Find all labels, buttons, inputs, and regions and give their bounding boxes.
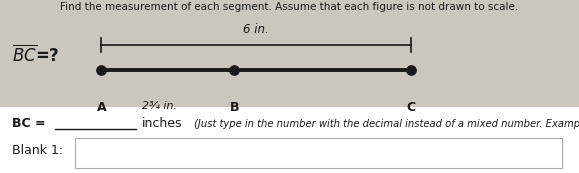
Text: A: A	[97, 101, 106, 114]
Text: 2¾ in.: 2¾ in.	[142, 101, 177, 111]
Text: Find the measurement of each segment. Assume that each figure is not drawn to sc: Find the measurement of each segment. As…	[60, 2, 519, 12]
Text: (Just type in the number with the decimal instead of a mixed number. Example: 5.: (Just type in the number with the decima…	[194, 119, 579, 129]
Point	[230, 69, 239, 71]
Text: B: B	[230, 101, 239, 114]
Text: BC =: BC =	[12, 117, 45, 130]
FancyBboxPatch shape	[0, 107, 579, 173]
Text: Blank 1:: Blank 1:	[12, 144, 63, 157]
Text: inches: inches	[142, 117, 182, 130]
Point	[97, 69, 106, 71]
Text: $\overline{BC}$=?: $\overline{BC}$=?	[12, 45, 59, 66]
Text: C: C	[406, 101, 416, 114]
Point	[406, 69, 416, 71]
Text: 6 in.: 6 in.	[243, 23, 269, 36]
FancyBboxPatch shape	[75, 138, 562, 168]
